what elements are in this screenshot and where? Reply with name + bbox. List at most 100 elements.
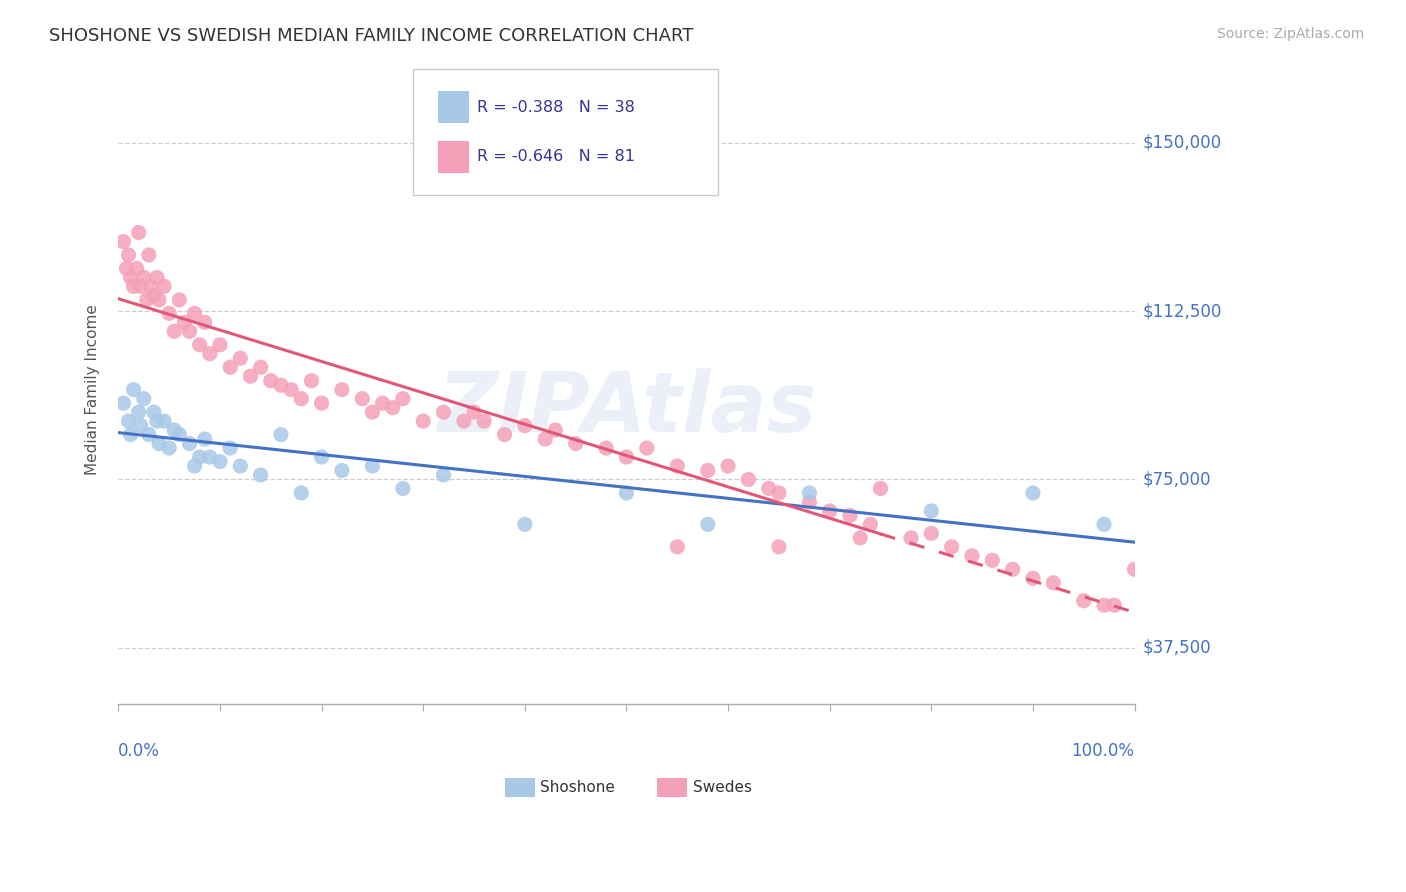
Point — [115, 261, 138, 276]
Bar — [439, 91, 470, 123]
Point — [849, 531, 872, 545]
Point — [1022, 486, 1045, 500]
Point — [219, 441, 242, 455]
Point — [534, 432, 557, 446]
Text: 100.0%: 100.0% — [1071, 742, 1135, 760]
Point — [432, 468, 454, 483]
Point — [290, 486, 312, 500]
Point — [173, 315, 195, 329]
Point — [768, 486, 790, 500]
Point — [494, 427, 516, 442]
Point — [148, 293, 170, 307]
Point — [153, 414, 176, 428]
Point — [270, 378, 292, 392]
Point — [696, 463, 718, 477]
Point — [392, 482, 415, 496]
Point — [208, 454, 231, 468]
Point — [132, 270, 155, 285]
Text: $150,000: $150,000 — [1143, 134, 1222, 152]
Point — [157, 441, 180, 455]
Point — [112, 396, 135, 410]
Point — [183, 458, 205, 473]
Point — [239, 369, 262, 384]
Point — [249, 360, 271, 375]
Point — [132, 392, 155, 406]
Point — [198, 347, 221, 361]
Point — [768, 540, 790, 554]
Point — [799, 495, 821, 509]
Point — [290, 392, 312, 406]
Point — [179, 324, 201, 338]
Point — [920, 526, 942, 541]
Point — [330, 463, 353, 477]
Point — [142, 288, 165, 302]
Point — [1092, 598, 1115, 612]
Point — [280, 383, 302, 397]
Text: Shoshone: Shoshone — [540, 780, 614, 795]
FancyBboxPatch shape — [413, 69, 718, 194]
Point — [412, 414, 434, 428]
Point — [361, 405, 384, 419]
Point — [128, 226, 150, 240]
Bar — [505, 778, 536, 797]
Point — [717, 458, 740, 473]
Point — [139, 279, 162, 293]
Point — [869, 482, 891, 496]
Point — [472, 414, 495, 428]
Text: ZIPAtlas: ZIPAtlas — [437, 368, 815, 449]
Text: $112,500: $112,500 — [1143, 302, 1222, 320]
Point — [229, 351, 252, 366]
Text: 0.0%: 0.0% — [118, 742, 160, 760]
Point — [135, 293, 157, 307]
Point — [153, 279, 176, 293]
Point — [179, 436, 201, 450]
Y-axis label: Median Family Income: Median Family Income — [86, 304, 100, 475]
Point — [799, 486, 821, 500]
Point — [666, 540, 689, 554]
Point — [352, 392, 374, 406]
Point — [249, 468, 271, 483]
Point — [122, 279, 145, 293]
Point — [381, 401, 404, 415]
Point — [330, 383, 353, 397]
Text: $37,500: $37,500 — [1143, 639, 1212, 657]
Point — [1022, 571, 1045, 585]
Text: SHOSHONE VS SWEDISH MEDIAN FAMILY INCOME CORRELATION CHART: SHOSHONE VS SWEDISH MEDIAN FAMILY INCOME… — [49, 27, 693, 45]
Point — [818, 504, 841, 518]
Text: R = -0.646   N = 81: R = -0.646 N = 81 — [477, 149, 636, 164]
Point — [142, 405, 165, 419]
Point — [138, 427, 160, 442]
Point — [513, 418, 536, 433]
Point — [163, 324, 186, 338]
Point — [169, 427, 191, 442]
Point — [960, 549, 983, 563]
Point — [169, 293, 191, 307]
Point — [839, 508, 862, 523]
Point — [208, 338, 231, 352]
Text: Source: ZipAtlas.com: Source: ZipAtlas.com — [1216, 27, 1364, 41]
Point — [463, 405, 485, 419]
Point — [1073, 593, 1095, 607]
Point — [453, 414, 475, 428]
Point — [361, 458, 384, 473]
Point — [1042, 575, 1064, 590]
Point — [616, 486, 638, 500]
Point — [129, 418, 152, 433]
Point — [301, 374, 323, 388]
Point — [163, 423, 186, 437]
Point — [117, 248, 139, 262]
Point — [636, 441, 658, 455]
Point — [128, 405, 150, 419]
Point — [1001, 562, 1024, 576]
Point — [260, 374, 283, 388]
Point — [146, 414, 169, 428]
Point — [758, 482, 780, 496]
Point — [125, 261, 148, 276]
Point — [432, 405, 454, 419]
Point — [120, 427, 142, 442]
Text: Swedes: Swedes — [693, 780, 752, 795]
Point — [138, 248, 160, 262]
Text: R = -0.388   N = 38: R = -0.388 N = 38 — [477, 100, 636, 114]
Point — [1102, 598, 1125, 612]
Point — [981, 553, 1004, 567]
